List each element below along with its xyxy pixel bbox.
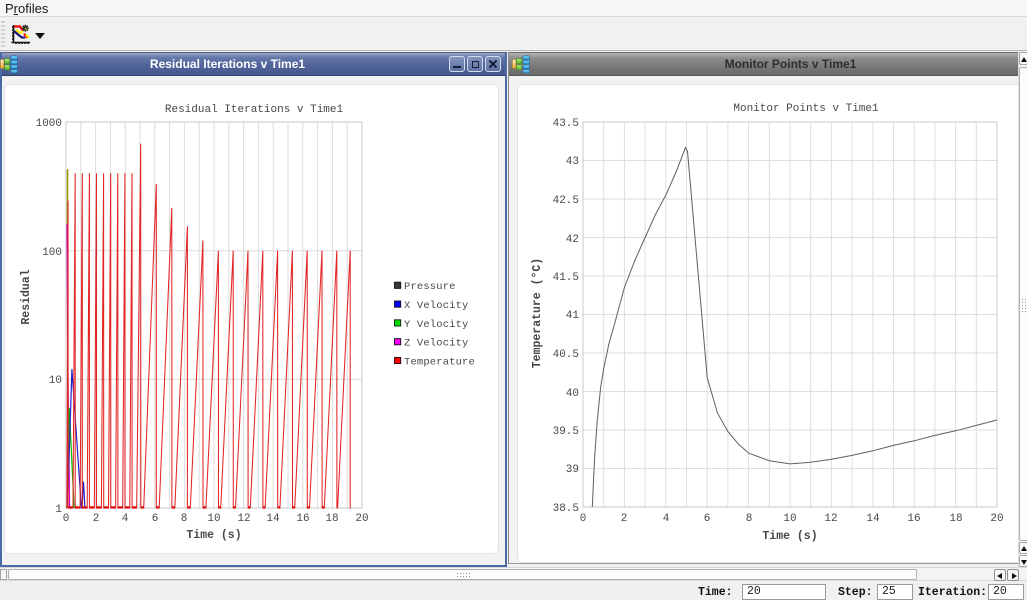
svg-text:40.5: 40.5 [553, 349, 579, 361]
svg-text:1: 1 [55, 504, 62, 516]
svg-text:14: 14 [866, 513, 880, 525]
svg-text:16: 16 [907, 513, 920, 525]
svg-text:14: 14 [266, 513, 280, 525]
svg-text:1000: 1000 [36, 118, 62, 130]
svg-text:41: 41 [566, 310, 580, 322]
svg-text:43.5: 43.5 [553, 118, 579, 130]
svg-text:10: 10 [207, 513, 220, 525]
svg-text:12: 12 [824, 513, 837, 525]
svg-text:100: 100 [42, 247, 62, 259]
svg-text:Pressure: Pressure [404, 281, 456, 293]
svg-text:Residual Iterations v Time1: Residual Iterations v Time1 [165, 104, 344, 116]
svg-text:0: 0 [580, 513, 587, 525]
svg-text:8: 8 [181, 513, 188, 525]
svg-text:2: 2 [621, 513, 628, 525]
svg-text:Temperature: Temperature [404, 356, 475, 368]
svg-text:Z Velocity: Z Velocity [404, 338, 469, 350]
svg-text:41.5: 41.5 [553, 272, 579, 284]
svg-text:10: 10 [783, 513, 796, 525]
svg-text:X Velocity: X Velocity [404, 300, 469, 312]
svg-text:Monitor Points v Time1: Monitor Points v Time1 [733, 103, 879, 115]
svg-text:18: 18 [325, 513, 338, 525]
svg-text:20: 20 [355, 513, 368, 525]
svg-text:Time (s): Time (s) [762, 530, 817, 543]
svg-text:4: 4 [663, 513, 670, 525]
svg-text:16: 16 [296, 513, 309, 525]
svg-text:38.5: 38.5 [553, 503, 579, 515]
svg-text:43: 43 [566, 156, 579, 168]
svg-text:20: 20 [990, 513, 1003, 525]
svg-text:0: 0 [63, 513, 70, 525]
svg-text:6: 6 [152, 513, 159, 525]
svg-text:Y Velocity: Y Velocity [404, 319, 469, 331]
svg-text:4: 4 [122, 513, 129, 525]
svg-text:8: 8 [746, 513, 753, 525]
svg-text:18: 18 [949, 513, 962, 525]
svg-text:42.5: 42.5 [553, 195, 579, 207]
svg-text:Time (s): Time (s) [186, 529, 241, 542]
svg-text:12: 12 [237, 513, 250, 525]
svg-text:Temperature (°C): Temperature (°C) [531, 258, 544, 368]
svg-text:39.5: 39.5 [553, 426, 579, 438]
svg-text:2: 2 [93, 513, 100, 525]
svg-text:6: 6 [704, 513, 711, 525]
svg-text:42: 42 [566, 234, 579, 246]
svg-text:Residual: Residual [20, 269, 33, 324]
svg-text:10: 10 [49, 375, 62, 387]
svg-text:39: 39 [566, 464, 579, 476]
svg-text:40: 40 [566, 388, 579, 400]
